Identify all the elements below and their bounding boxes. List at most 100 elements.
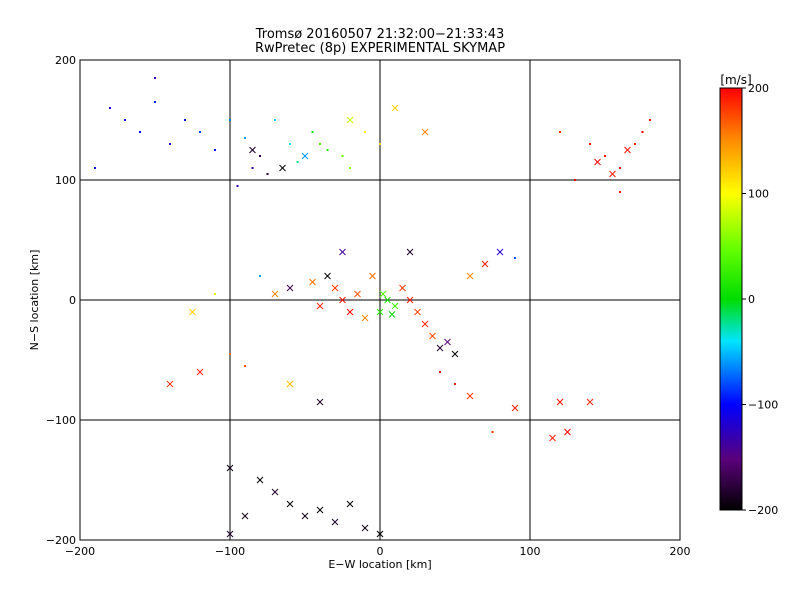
point-cross xyxy=(331,284,339,292)
point-cross xyxy=(444,338,451,346)
point-dot xyxy=(214,293,216,295)
point-cross xyxy=(309,278,316,286)
point-cross xyxy=(481,260,489,268)
point-cross xyxy=(496,248,504,256)
x-tick-labels: −200 −100 0 100 200 xyxy=(65,545,691,558)
point-dot xyxy=(289,143,291,145)
point-dot xyxy=(236,185,239,187)
point-cross xyxy=(339,248,346,256)
point-dot xyxy=(634,143,636,145)
point-cross xyxy=(609,170,616,178)
y-tick-label: 100 xyxy=(55,174,76,187)
point-dot xyxy=(619,191,621,193)
point-cross xyxy=(369,272,376,280)
point-dot xyxy=(169,143,171,145)
colorbar-tick-label: −200 xyxy=(748,504,778,517)
colorbar-tick-label: 100 xyxy=(748,188,769,201)
grid-lines xyxy=(80,60,680,540)
point-cross xyxy=(388,311,396,318)
colorbar-label: [m/s] xyxy=(720,73,751,87)
point-dot xyxy=(296,161,299,163)
point-cross xyxy=(406,248,414,256)
point-cross xyxy=(549,434,556,442)
point-cross xyxy=(361,314,369,322)
point-dot xyxy=(229,353,231,355)
point-cross xyxy=(376,530,384,538)
y-tick-label: −200 xyxy=(46,534,76,547)
point-dot xyxy=(229,119,231,121)
point-cross xyxy=(331,518,339,526)
point-dot xyxy=(319,143,321,145)
point-cross xyxy=(241,512,249,520)
x-tick-label: 100 xyxy=(520,545,541,558)
point-dot xyxy=(311,131,314,133)
y-axis-label: N−S location [km] xyxy=(28,250,41,351)
point-cross xyxy=(256,476,264,484)
point-cross xyxy=(339,296,346,304)
point-dot xyxy=(454,383,456,385)
point-cross xyxy=(594,158,601,166)
point-cross xyxy=(286,380,294,388)
point-cross xyxy=(346,116,354,124)
point-cross xyxy=(361,524,369,532)
point-cross xyxy=(624,146,631,154)
x-tick-label: −100 xyxy=(215,545,245,558)
point-cross xyxy=(466,392,474,400)
point-dot xyxy=(154,77,156,79)
point-cross xyxy=(384,296,391,304)
point-dot xyxy=(199,131,201,133)
point-dot xyxy=(259,275,261,277)
colorbar-tick-label: 200 xyxy=(748,82,769,95)
plot-frame xyxy=(79,59,681,541)
point-cross xyxy=(301,512,309,520)
point-cross xyxy=(226,464,234,472)
point-cross xyxy=(391,104,399,112)
point-cross xyxy=(196,368,204,376)
point-cross xyxy=(556,398,564,406)
y-tick-label: −100 xyxy=(46,414,76,427)
colorbar-tick-label: −100 xyxy=(748,399,778,412)
point-dot xyxy=(139,131,141,133)
point-cross xyxy=(406,296,414,304)
point-cross xyxy=(286,500,294,508)
point-cross xyxy=(511,404,519,412)
point-cross xyxy=(279,164,286,172)
point-cross xyxy=(226,530,234,538)
y-tick-labels: −200 −100 0 100 200 xyxy=(46,54,76,547)
point-cross xyxy=(564,428,571,436)
point-cross xyxy=(324,272,331,280)
point-dot xyxy=(379,143,381,145)
colorbar xyxy=(719,87,743,511)
y-tick-label: 0 xyxy=(69,294,76,307)
point-dot xyxy=(251,167,254,169)
chart-title: Tromsø 20160507 21:32:00−21:33:43 xyxy=(255,27,505,42)
point-cross xyxy=(316,302,324,310)
point-dot xyxy=(266,173,269,175)
point-cross xyxy=(421,128,429,136)
point-dot xyxy=(341,155,344,157)
colorbar-ticks: 200 100 0 −100 −200 xyxy=(742,82,778,517)
data-points xyxy=(94,77,651,538)
point-dot xyxy=(214,149,216,151)
point-dot xyxy=(491,431,494,433)
point-dot xyxy=(349,167,351,169)
point-dot xyxy=(619,167,621,169)
chart-subtitle: RwPretec (8p) EXPERIMENTAL SKYMAP xyxy=(255,41,505,56)
point-dot xyxy=(364,131,366,133)
point-dot xyxy=(514,257,516,259)
point-dot xyxy=(274,119,276,121)
point-cross xyxy=(286,284,294,292)
point-dot xyxy=(589,143,591,145)
point-cross xyxy=(316,506,324,514)
point-dot xyxy=(94,167,96,169)
point-dot xyxy=(649,119,651,121)
point-cross xyxy=(346,308,354,316)
point-dot xyxy=(259,155,261,157)
point-dot xyxy=(326,149,329,151)
x-tick-label: 200 xyxy=(670,545,691,558)
point-cross xyxy=(379,290,387,298)
point-cross xyxy=(271,488,279,496)
point-cross xyxy=(316,398,324,406)
point-cross xyxy=(249,146,256,154)
point-cross xyxy=(346,500,354,508)
